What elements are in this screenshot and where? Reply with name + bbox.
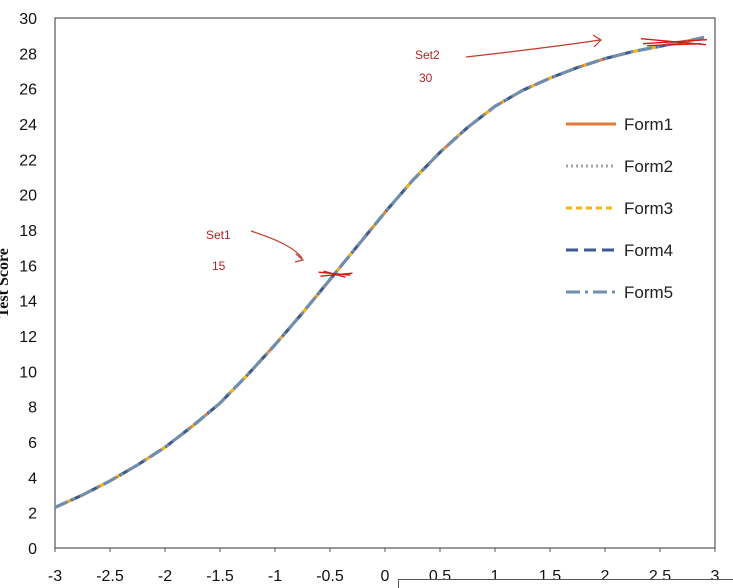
y-axis-label: Test Score xyxy=(0,248,12,318)
series-line-form5 xyxy=(54,35,705,509)
y-tick-label: 22 xyxy=(19,152,37,169)
x-tick-label: -2.5 xyxy=(96,568,124,585)
x-tick-label: -0.5 xyxy=(316,568,344,585)
legend-label-form1: Form1 xyxy=(624,115,673,134)
y-tick-label: 18 xyxy=(19,223,37,240)
y-tick-label: 30 xyxy=(19,11,37,28)
annotation-set1-mark xyxy=(318,270,353,278)
legend-label-form4: Form4 xyxy=(624,241,673,260)
y-tick-label: 16 xyxy=(19,258,37,275)
annotation-set1-arrow xyxy=(250,230,303,259)
x-tick-label: -2 xyxy=(158,568,172,585)
legend-label-form2: Form2 xyxy=(624,157,673,176)
x-tick-label: -1 xyxy=(268,568,282,585)
x-tick-label: 1 xyxy=(491,568,500,585)
annotation-set2-value: 30 xyxy=(419,71,433,85)
y-tick-label: 26 xyxy=(19,82,37,99)
y-tick-label: 8 xyxy=(28,400,37,417)
x-tick-label: 3 xyxy=(711,568,720,585)
annotation-set2-arrowhead xyxy=(592,34,602,48)
y-tick-label: 12 xyxy=(19,329,37,346)
plot-area xyxy=(54,17,716,549)
annotation-set1-arrowhead xyxy=(294,253,305,263)
legend: Form1 Form2 Form3 Form4 Form5 xyxy=(566,115,673,302)
legend-label-form5: Form5 xyxy=(624,283,673,302)
y-tick-label: 28 xyxy=(19,46,37,63)
y-tick-label: 20 xyxy=(19,188,37,205)
x-tick-label: -1.5 xyxy=(206,568,234,585)
annotation-set1-value: 15 xyxy=(212,259,226,273)
x-tick-label: -3 xyxy=(48,568,62,585)
x-tick-label: 2 xyxy=(601,568,610,585)
x-tick-label: 0 xyxy=(381,568,390,585)
x-axis-ticks: -3 -2.5 -2 -1.5 -1 -0.5 0 0.5 1 1.5 2 2.5 3 xyxy=(48,548,720,585)
annotations: Set1 15 Set2 30 xyxy=(206,34,708,278)
annotation-set2-label: Set2 xyxy=(415,48,440,62)
series-lines xyxy=(54,35,705,509)
y-tick-label: 24 xyxy=(19,117,37,134)
annotation-set2-arrow xyxy=(465,39,601,58)
annotation-set1-label: Set1 xyxy=(206,228,231,242)
y-tick-label: 10 xyxy=(19,364,37,381)
y-tick-label: 14 xyxy=(19,294,37,311)
y-tick-label: 0 xyxy=(28,541,37,558)
legend-label-form3: Form3 xyxy=(624,199,673,218)
y-tick-label: 4 xyxy=(28,470,37,487)
annotation-set2-mark xyxy=(640,38,708,47)
y-tick-label: 2 xyxy=(28,506,37,523)
overlay-panel xyxy=(398,579,733,588)
y-tick-label: 6 xyxy=(28,435,37,452)
